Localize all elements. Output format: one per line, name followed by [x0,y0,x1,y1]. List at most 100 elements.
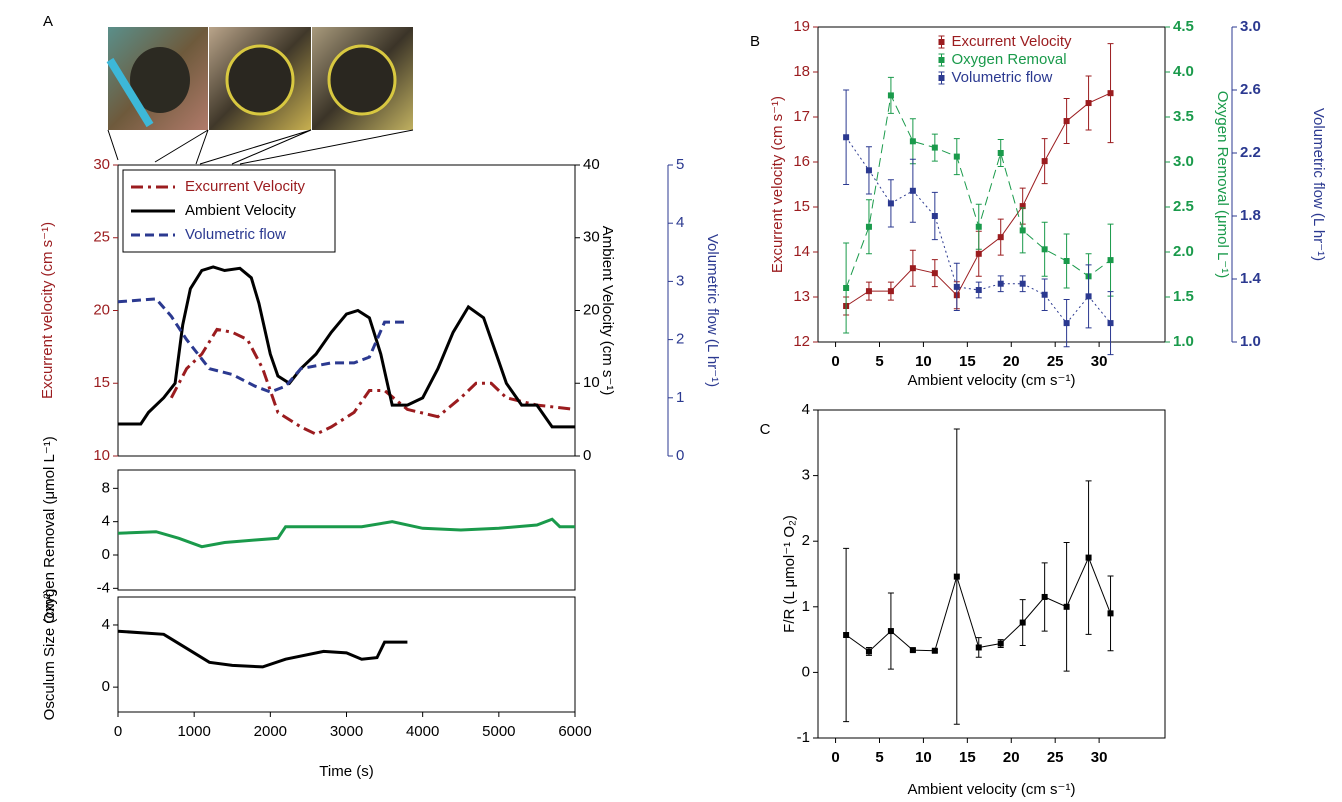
y2-tick-label: 4.0 [1173,63,1194,80]
y3-tick-label: 5 [676,156,684,173]
y3-tick-label: 0 [676,447,684,464]
x-tick-label: 10 [915,749,932,766]
y2-tick-label: 1.5 [1173,288,1194,305]
marker [865,648,872,655]
plot-frame [817,409,1166,739]
y-tick-label: -4 [97,579,110,596]
marker [909,265,916,272]
marker [931,270,938,277]
y-axis-label: F/R (L μmol⁻¹ O₂) [781,515,798,633]
y-tick-label: 4 [802,401,810,418]
y2-tick-label: 3.0 [1173,153,1194,170]
y-tick-label: 20 [93,301,110,318]
x-tick-label: 3000 [330,723,363,740]
marker [843,134,850,141]
y2-tick-label: 20 [583,301,600,318]
marker [909,187,916,194]
x-tick-label: 20 [1003,353,1020,370]
y-tick-label: 15 [93,374,110,391]
x-tick-label: 30 [1091,353,1108,370]
thumbnails [106,27,414,165]
y-axis-label: Osculum Size (cm²) [41,589,58,721]
y2-axis-label: Oxygen Removal (μmol L⁻¹) [1214,91,1231,278]
marker [975,250,982,257]
marker [1041,246,1048,253]
y2-tick-label: 3.5 [1173,108,1194,125]
y3-tick-label: 1.0 [1240,333,1261,350]
legend-marker [938,39,945,45]
y2-tick-label: 0 [583,447,591,464]
y2-axis-label: Ambient Velocity (cm s⁻¹) [599,226,616,396]
y3-tick-label: 2.6 [1240,81,1261,98]
x-tick-label: 0 [114,723,122,740]
marker [953,573,960,580]
y-tick-label: 12 [793,333,810,350]
x-axis-label: Time (s) [319,763,373,780]
marker [1063,258,1070,264]
legend-marker [938,75,945,81]
x-axis-label: Ambient velocity (cm s⁻¹) [908,781,1076,798]
y-tick-label: 30 [93,156,110,173]
marker [1085,100,1092,107]
marker [1063,603,1070,610]
series-line [117,517,575,549]
y-axis-label: Excurrent velocity (cm s⁻¹) [39,222,56,399]
marker [843,285,850,291]
legend-label: Ambient Velocity [185,202,296,219]
marker [1019,203,1026,210]
x-tick-label: 15 [959,353,976,370]
legend-label: Excurrent Velocity [185,178,306,195]
marker [997,150,1004,156]
panel: C -1 0 1 2 3 4 F/R (L μmol⁻¹ O₂) 0 5 10 15 20 25 30 Amb… [760,401,1166,798]
marker [1041,158,1048,165]
y-tick-label: 10 [93,447,110,464]
x-tick-label: 2000 [254,723,287,740]
y-axis-label: Oxygen Removal (μmol L⁻¹) [41,436,58,623]
y-tick-label: 19 [793,18,810,35]
marker [953,283,960,290]
marker [865,167,872,174]
x-tick-label: 25 [1047,749,1064,766]
marker [887,628,894,635]
legend-label: Excurrent Velocity [952,33,1073,50]
x-axis-label: Ambient velocity (cm s⁻¹) [908,372,1076,389]
marker [1041,291,1048,298]
marker [953,153,960,160]
y-tick-label: 25 [93,229,110,246]
x-tick-label: 10 [915,353,932,370]
x-tick-label: 0 [831,353,839,370]
y-tick-label: 14 [793,243,810,260]
legend-label: Oxygen Removal [952,51,1067,68]
x-tick-label: 20 [1003,749,1020,766]
y2-tick-label: 10 [583,374,600,391]
x-tick-label: 1000 [177,723,210,740]
y-tick-label: 2 [802,532,810,549]
marker [1085,554,1092,561]
marker [909,647,916,654]
panel-label: B [750,33,760,50]
plot-frame [117,469,576,591]
x-tick-label: 5 [875,749,883,766]
series-line [117,297,408,394]
marker [865,223,872,230]
marker [975,223,982,230]
marker [997,280,1004,287]
osculum [327,44,397,116]
y-tick-label: 15 [793,198,810,215]
marker [1063,118,1070,125]
y-tick-label: 18 [793,63,810,80]
y-tick-label: 17 [793,108,810,125]
series-line [118,265,575,429]
marker [887,200,894,207]
legend-marker [938,57,945,63]
y2-tick-label: 2.5 [1173,198,1194,215]
marker [1085,293,1092,300]
osculum [130,47,190,113]
connector [107,129,414,165]
marker [909,138,916,145]
y-tick-label: 4 [102,616,110,633]
y3-tick-label: 2 [676,331,684,348]
marker [1063,320,1070,327]
y3-tick-label: 1 [676,389,684,406]
